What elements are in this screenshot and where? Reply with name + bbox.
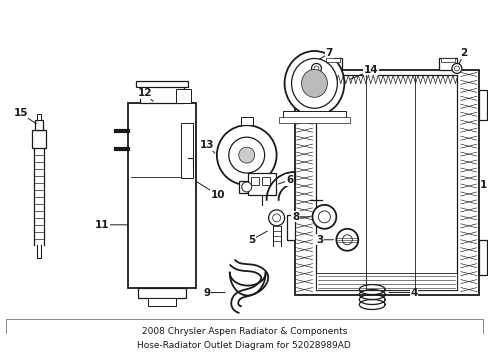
Text: 15: 15 [13,108,28,118]
Bar [440,58,454,63]
Bar [128,103,196,288]
Text: 12: 12 [138,88,152,98]
Circle shape [342,235,351,245]
Circle shape [453,66,458,71]
Bar [181,123,193,178]
Bar [282,111,346,121]
Text: 11: 11 [95,220,109,230]
Bar [176,89,190,103]
Text: 1: 1 [479,180,487,190]
Bar [438,58,456,71]
Circle shape [312,205,336,229]
Text: 2: 2 [459,49,467,58]
Circle shape [238,147,254,163]
Circle shape [241,182,251,192]
Bar [34,148,43,245]
Ellipse shape [301,69,327,97]
Bar [286,215,294,240]
Text: 14: 14 [363,66,378,76]
Bar [278,117,349,123]
Text: 9: 9 [203,288,210,298]
Circle shape [272,214,280,222]
Bar [131,204,193,269]
Text: 8: 8 [291,212,299,222]
Text: 5: 5 [247,235,255,245]
Bar [35,120,42,130]
Bar [138,288,185,297]
Text: 3: 3 [315,235,323,245]
Bar [250,177,258,185]
Bar [478,240,486,275]
Bar [6,319,482,359]
Text: 10: 10 [210,190,224,200]
Bar [240,117,252,125]
Circle shape [228,137,264,173]
Circle shape [216,125,276,185]
Bar [316,75,456,289]
Circle shape [336,229,358,251]
Bar [148,297,176,306]
Circle shape [451,63,461,73]
Circle shape [313,66,318,71]
Text: 6: 6 [285,175,293,185]
Bar [37,114,41,120]
Ellipse shape [291,58,337,108]
Text: 7: 7 [325,49,332,58]
Bar [140,85,183,103]
Text: 13: 13 [199,140,214,150]
Text: Hose-Radiator Outlet Diagram for 52028989AD: Hose-Radiator Outlet Diagram for 5202898… [137,341,350,350]
Bar [478,90,486,120]
Bar [136,81,187,87]
Circle shape [318,211,330,223]
Bar [247,173,275,195]
Bar [316,273,456,289]
Text: 4: 4 [409,288,417,298]
Circle shape [268,210,284,226]
Bar [326,58,340,63]
Circle shape [311,63,321,73]
Bar [324,58,342,71]
Bar [261,177,269,185]
Text: 2008 Chrysler Aspen Radiator & Components: 2008 Chrysler Aspen Radiator & Component… [141,327,346,336]
Bar [238,181,254,193]
Bar [32,130,45,148]
Ellipse shape [284,51,344,116]
Bar [294,71,478,294]
